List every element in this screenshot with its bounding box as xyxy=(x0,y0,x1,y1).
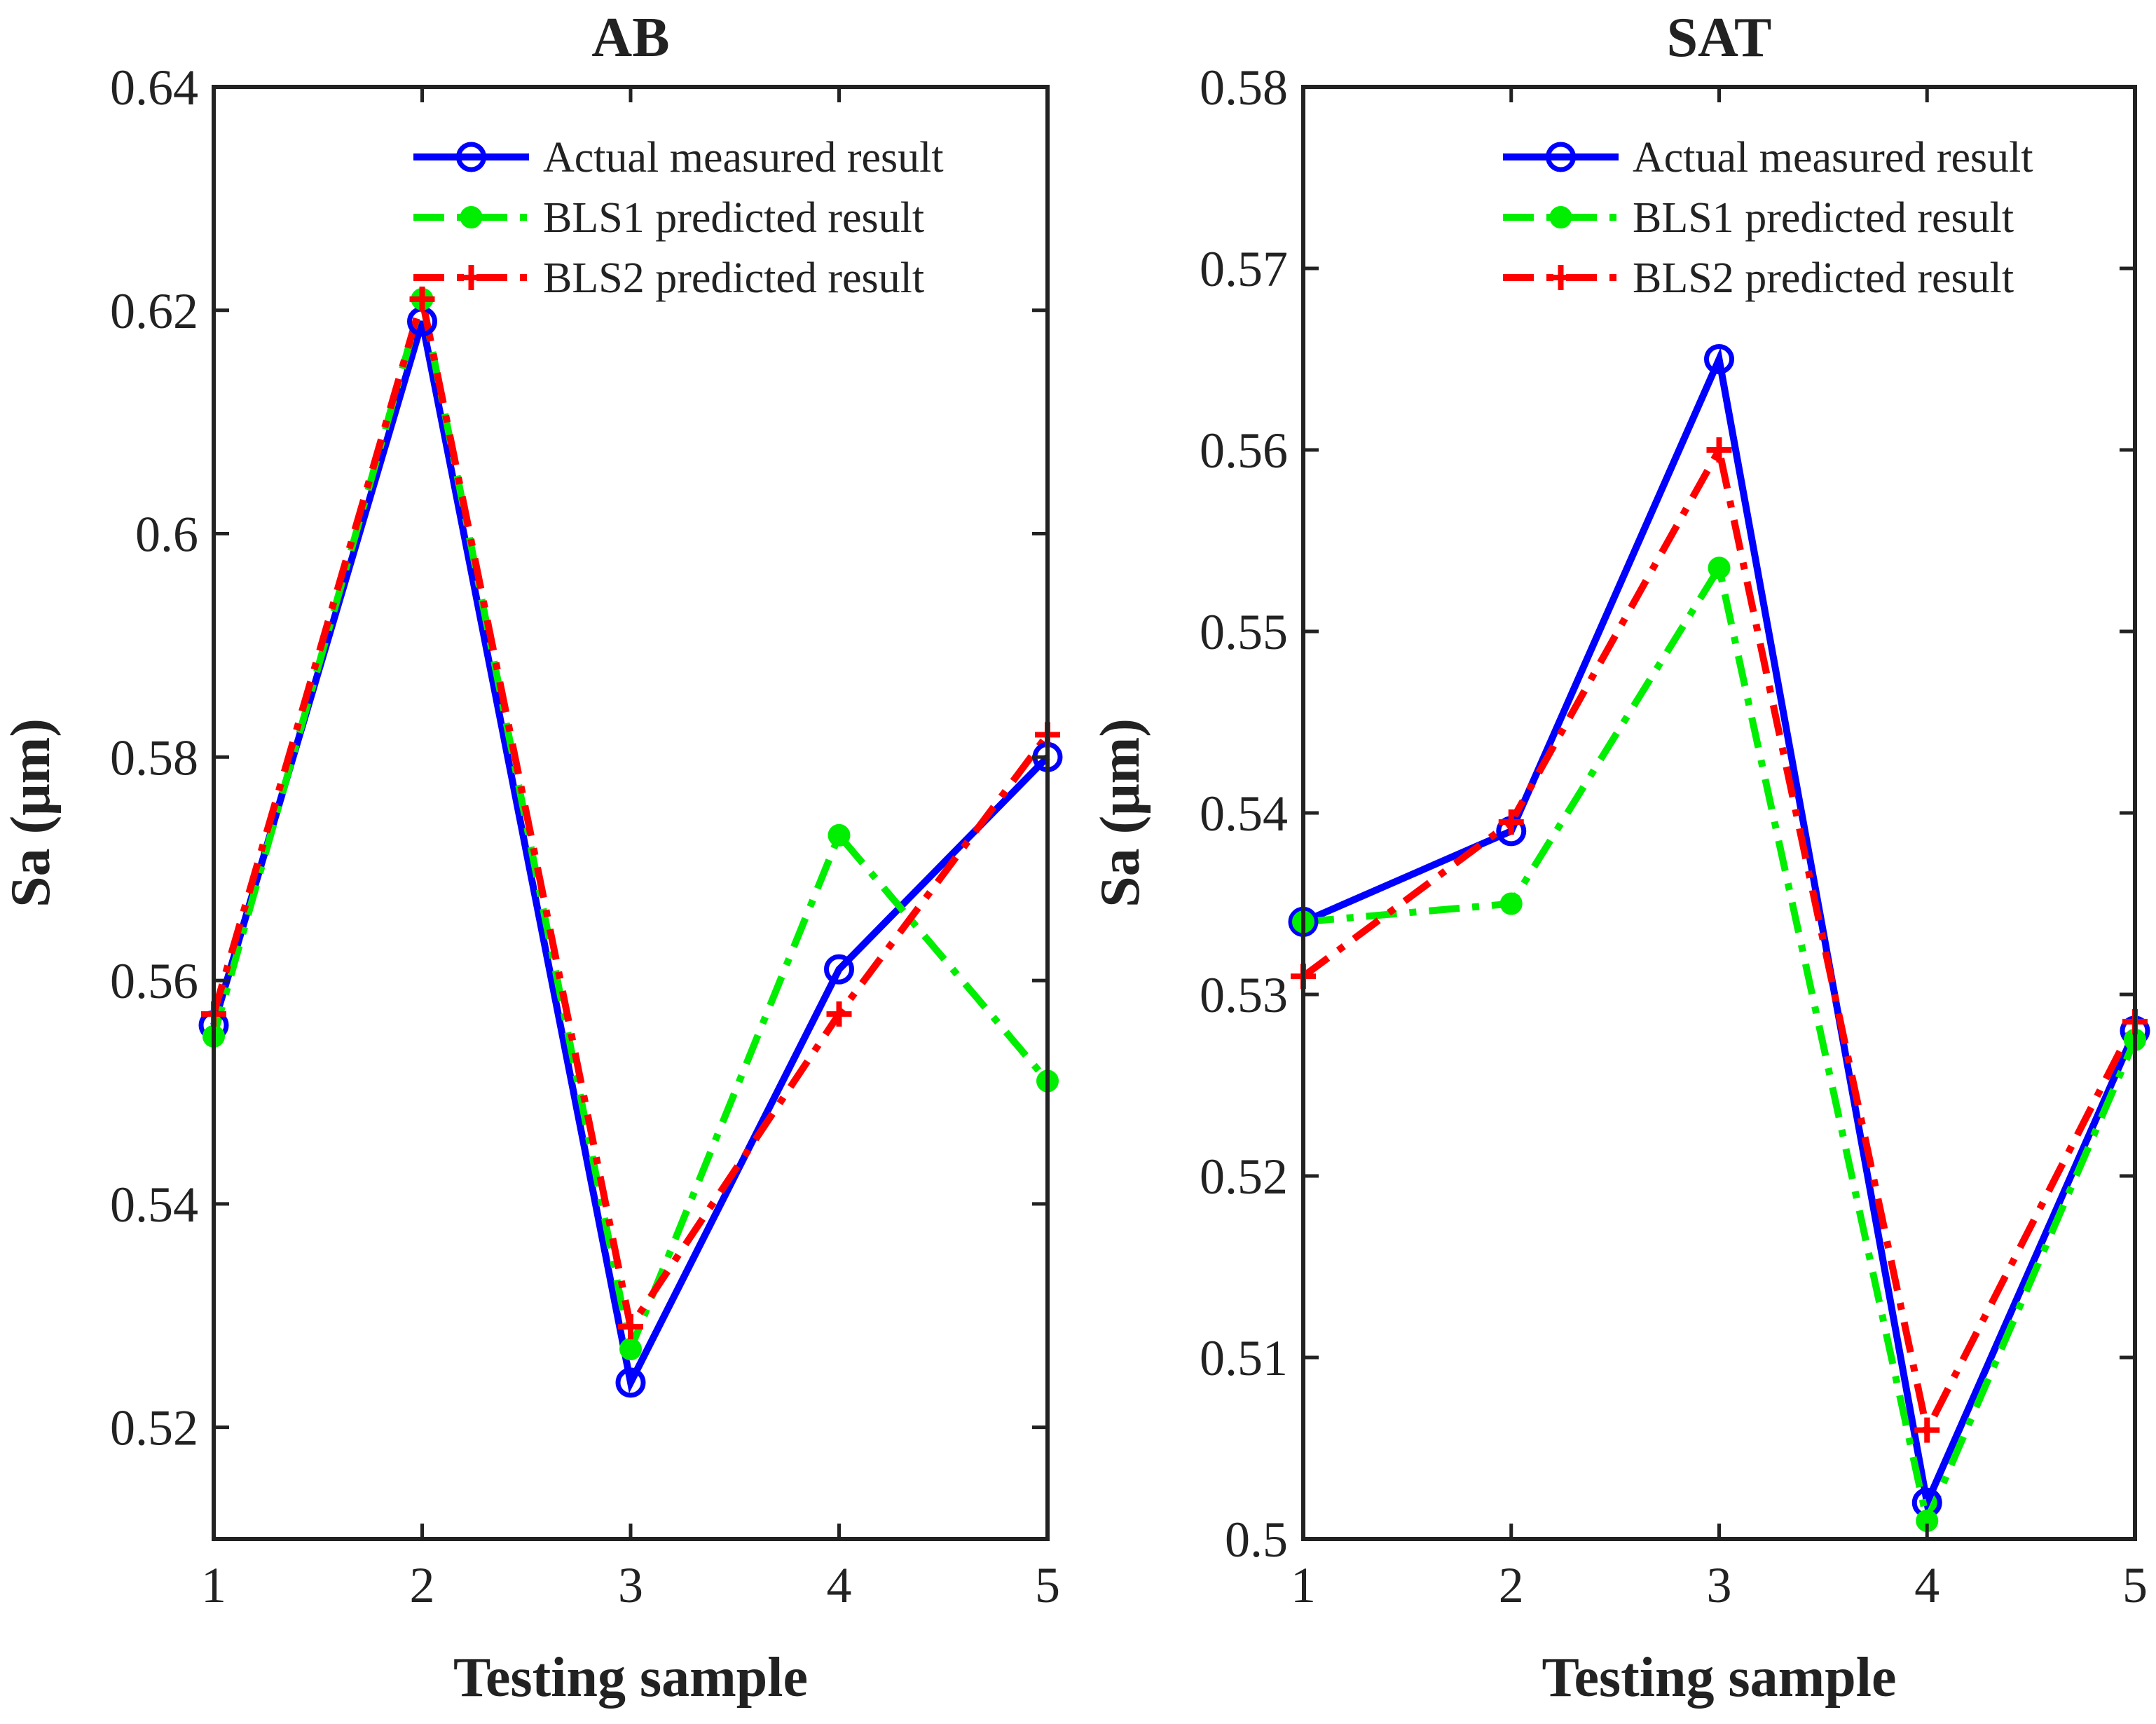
legend-marker xyxy=(460,206,483,228)
data-point-0-1-2 xyxy=(619,1338,642,1361)
x-tick-label: 2 xyxy=(410,1557,435,1613)
series-line-1-2 xyxy=(1301,439,2138,1441)
chart-title: AB xyxy=(591,7,669,69)
legend-label: BLS1 predicted result xyxy=(1633,194,2014,242)
y-tick-label: 0.54 xyxy=(1200,786,1288,842)
legend-marker xyxy=(1549,206,1572,228)
y-tick-label: 0.64 xyxy=(110,60,198,116)
legend-marker xyxy=(456,142,486,172)
legend-label: BLS2 predicted result xyxy=(543,254,924,302)
legend-marker xyxy=(1548,265,1574,290)
y-tick-label: 0.56 xyxy=(110,953,198,1009)
x-tick-label: 3 xyxy=(1707,1557,1732,1613)
legend-label: Actual measured result xyxy=(543,134,944,182)
data-point-1-2-1 xyxy=(1498,809,1524,835)
y-tick-label: 0.58 xyxy=(110,730,198,786)
legend-item: Actual measured result xyxy=(413,134,944,182)
series-line-1-1 xyxy=(1303,559,2138,1533)
chart-1: 0.5 0.51 0.52 0.53 0.54 0.55 0.56 0.57 0.58 1 2 3 4 5… xyxy=(1090,7,2150,1709)
y-tick-label: 0.58 xyxy=(1200,60,1288,116)
legend-item: BLS1 predicted result xyxy=(413,194,924,242)
data-point-1-0-2 xyxy=(1704,344,1734,374)
x-tick-label: 1 xyxy=(1291,1557,1316,1613)
data-point-1-1-2 xyxy=(1708,556,1731,580)
y-axis-label: Sa (μm) xyxy=(0,718,62,908)
data-point-1-2-2 xyxy=(1706,437,1732,463)
legend: Actual measured result BLS1 predicted res… xyxy=(413,134,944,302)
chart-title: SAT xyxy=(1667,7,1772,69)
y-tick-label: 0.56 xyxy=(1200,423,1288,479)
legend: Actual measured result BLS1 predicted res… xyxy=(1503,134,2033,302)
legend-marker xyxy=(458,265,484,290)
y-tick-label: 0.54 xyxy=(110,1177,198,1233)
legend-item: Actual measured result xyxy=(1503,134,2033,182)
series-line-0-0 xyxy=(210,320,1050,1394)
legend-item: BLS2 predicted result xyxy=(413,254,924,302)
data-point-0-0-2 xyxy=(615,1367,646,1398)
y-tick-label: 0.52 xyxy=(1200,1149,1288,1205)
y-tick-label: 0.53 xyxy=(1200,967,1288,1023)
data-point-0-1-3 xyxy=(828,823,851,847)
x-tick-label: 5 xyxy=(2122,1557,2148,1613)
y-tick-label: 0.5 xyxy=(1225,1512,1288,1568)
data-point-1-1-1 xyxy=(1499,892,1523,915)
legend-item: BLS2 predicted result xyxy=(1503,254,2014,302)
x-tick-label: 2 xyxy=(1499,1557,1524,1613)
legend-item: BLS1 predicted result xyxy=(1503,194,2014,242)
x-tick-label: 4 xyxy=(827,1557,852,1613)
y-tick-label: 0.6 xyxy=(135,507,198,563)
x-tick-label: 3 xyxy=(618,1557,643,1613)
data-point-1-2-3 xyxy=(1914,1417,1940,1443)
y-tick-label: 0.51 xyxy=(1200,1330,1288,1386)
legend-label: BLS1 predicted result xyxy=(543,194,924,242)
legend-label: Actual measured result xyxy=(1633,134,2033,182)
chart-0: 0.52 0.54 0.56 0.58 0.6 0.62 0.64 1 2 3 4 5 AB Testin… xyxy=(0,7,1063,1709)
y-tick-label: 0.62 xyxy=(110,283,198,339)
x-tick-label: 4 xyxy=(1914,1557,1939,1613)
x-axis-label: Testing sample xyxy=(453,1647,808,1709)
plot-area xyxy=(214,87,1048,1539)
x-axis-label: Testing sample xyxy=(1542,1647,1896,1709)
x-tick-label: 1 xyxy=(201,1557,226,1613)
y-tick-label: 0.55 xyxy=(1200,604,1288,660)
data-point-0-0-3 xyxy=(824,954,854,985)
legend-label: BLS2 predicted result xyxy=(1633,254,2014,302)
x-tick-label: 5 xyxy=(1035,1557,1060,1613)
data-point-0-2-1 xyxy=(409,286,435,312)
data-point-0-2-3 xyxy=(826,1001,852,1027)
y-tick-label: 0.52 xyxy=(110,1400,198,1456)
y-tick-label: 0.57 xyxy=(1200,241,1288,297)
data-point-0-2-2 xyxy=(618,1314,643,1340)
series-line-1-0 xyxy=(1302,347,2138,1515)
legend-marker xyxy=(1546,142,1576,172)
y-axis-label: Sa (μm) xyxy=(1090,718,1151,908)
